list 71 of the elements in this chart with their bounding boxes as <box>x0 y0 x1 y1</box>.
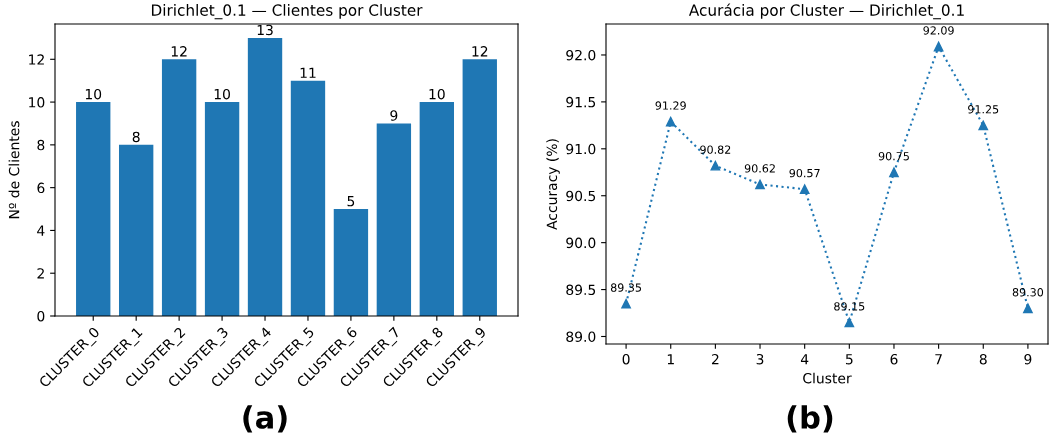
text: (b) <box>787 405 833 433</box>
data-label: 90.75 <box>878 151 909 161</box>
data-label: 8 <box>132 131 140 143</box>
x-tick-label: 0 <box>622 353 630 365</box>
x-tick-label: 6 <box>890 353 898 365</box>
x-tick-label: 4 <box>800 354 809 365</box>
y-tick-label: 8 <box>37 139 45 151</box>
bar <box>462 59 497 316</box>
point <box>844 317 855 328</box>
data-label: 13 <box>257 24 273 36</box>
data-label: 89.30 <box>1012 288 1044 297</box>
y-tick-label: 6 <box>37 182 45 194</box>
bar <box>290 80 326 316</box>
chart-title: Acurácia por Cluster — Dirichlet_0.1 <box>688 3 964 20</box>
x-axis-title: Cluster <box>803 372 852 384</box>
y-tick-label: 90.5 <box>566 190 596 202</box>
y-tick-label: 89.5 <box>566 284 596 296</box>
y-tick-label: 91.5 <box>566 96 596 108</box>
x-tick-label: 9 <box>1024 353 1032 365</box>
data-label: 89.35 <box>610 283 642 292</box>
data-label: 91.25 <box>968 105 999 114</box>
data-label: 5 <box>347 196 355 207</box>
x-tick-label: 1 <box>667 354 674 365</box>
y-tick-label: 2 <box>37 268 44 279</box>
point <box>621 298 631 309</box>
bar <box>333 209 369 316</box>
data-label: 10 <box>85 88 102 100</box>
y-tick-label: 90.0 <box>566 237 596 249</box>
y-axis-title: Accuracy (%) <box>546 139 560 230</box>
data-label: 9 <box>390 110 398 121</box>
point <box>755 179 765 190</box>
x-tick-label: 8 <box>979 353 987 365</box>
data-label: 10 <box>429 88 445 100</box>
bar <box>204 102 240 316</box>
y-axis-title: Nº de Clientes <box>8 121 20 219</box>
bar <box>376 123 412 316</box>
bar <box>247 37 283 316</box>
x-tick-label: 2 <box>711 353 719 365</box>
point <box>799 184 810 195</box>
data-label: 90.82 <box>700 145 731 154</box>
x-tick-label: 5 <box>845 354 853 365</box>
y-tick-label: 92.0 <box>566 49 596 61</box>
data-label: 90.57 <box>789 168 820 178</box>
text: (a) <box>243 405 287 433</box>
point <box>933 41 944 52</box>
bar <box>419 102 454 316</box>
data-label: 91.29 <box>655 101 686 110</box>
data-label: 92.09 <box>923 26 954 35</box>
bar <box>76 102 111 316</box>
y-tick-label: 89.0 <box>566 331 596 342</box>
point <box>665 116 676 127</box>
data-label: 12 <box>472 46 488 57</box>
bar <box>119 144 154 316</box>
data-label: 11 <box>300 67 316 78</box>
chart-title: Dirichlet_0.1 — Clientes por Cluster <box>151 4 423 20</box>
y-tick-label: 91.0 <box>566 143 596 155</box>
point <box>889 167 899 178</box>
x-tick-label: 7 <box>935 354 942 365</box>
data-label: 89.15 <box>834 302 865 311</box>
data-label: 90.62 <box>744 164 775 173</box>
data-label: 10 <box>214 88 230 100</box>
y-tick-label: 10 <box>29 97 45 108</box>
point <box>1023 303 1033 314</box>
y-tick-label: 0 <box>37 310 45 322</box>
y-tick-label: 12 <box>29 54 44 65</box>
point <box>710 160 721 171</box>
y-tick-label: 4 <box>37 225 45 236</box>
point <box>978 120 989 131</box>
x-tick-label: 3 <box>756 353 764 365</box>
bar <box>161 59 197 316</box>
data-label: 12 <box>171 46 187 57</box>
